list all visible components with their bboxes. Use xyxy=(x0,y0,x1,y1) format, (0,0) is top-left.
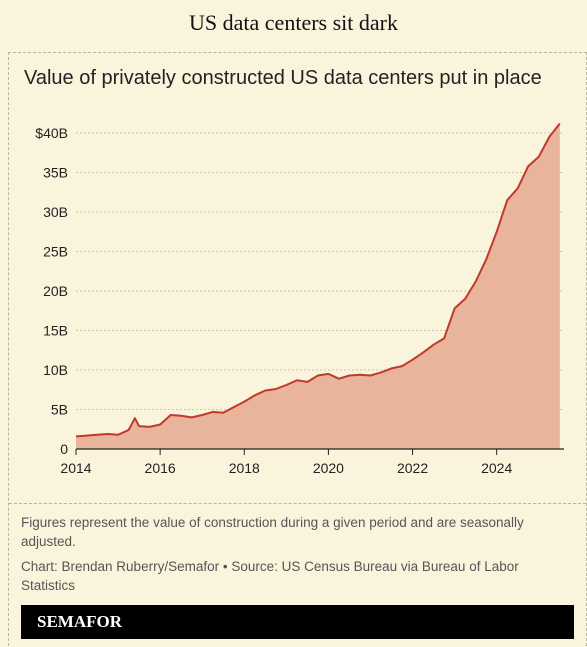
y-tick-label: 35B xyxy=(43,165,68,181)
y-tick-label: 25B xyxy=(43,244,68,260)
x-tick-label: 2022 xyxy=(397,460,428,476)
x-tick-label: 2014 xyxy=(60,460,91,476)
area-fill xyxy=(76,123,560,449)
x-tick-label: 2018 xyxy=(229,460,260,476)
series-line xyxy=(75,122,561,438)
brand-logo[interactable]: SEMAFOR xyxy=(21,605,574,639)
divider xyxy=(9,503,586,504)
chart-note: Figures represent the value of construct… xyxy=(21,515,524,549)
x-tick-label: 2020 xyxy=(313,460,344,476)
area-chart: 0 5B 10B 15B 20B 25B 30B 35B $40B 2014 2016 2018 202… xyxy=(35,122,564,476)
chart-card: Value of privately constructed US data c… xyxy=(8,52,587,646)
x-tick-label: 2016 xyxy=(145,460,176,476)
y-tick-label: 20B xyxy=(43,283,68,299)
y-tick-label: 15B xyxy=(43,323,68,339)
page-title: US data centers sit dark xyxy=(189,10,398,35)
y-tick-label: 10B xyxy=(43,362,68,378)
y-tick-label: $40B xyxy=(35,125,68,141)
y-tick-label: 5B xyxy=(51,402,68,418)
chart-credit: Chart: Brendan Ruberry/Semafor • Source:… xyxy=(21,559,519,593)
y-tick-label: 0 xyxy=(60,441,68,457)
x-tick-label: 2024 xyxy=(481,460,512,476)
chart-title: Value of privately constructed US data c… xyxy=(24,67,542,89)
y-tick-label: 30B xyxy=(43,204,68,220)
